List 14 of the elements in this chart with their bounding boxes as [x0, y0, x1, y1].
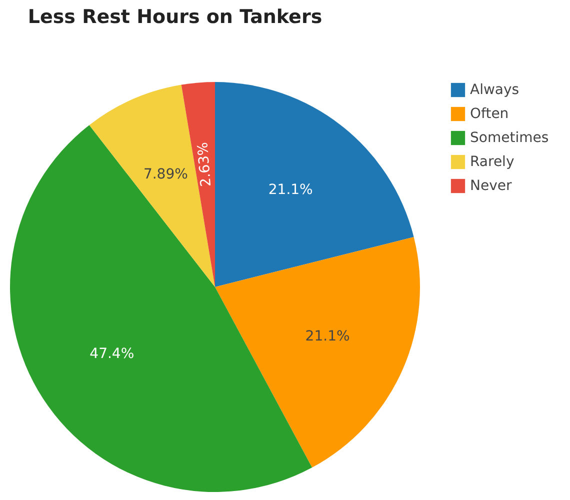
pie-slice [89, 84, 215, 287]
data-label: 2.63% [195, 142, 215, 188]
data-label: 21.1% [268, 182, 313, 198]
pie-slice [215, 236, 420, 468]
legend-label: Never [470, 178, 512, 194]
pie-slice [215, 82, 414, 287]
legend-label: Always [470, 82, 520, 98]
chart-title: Less Rest Hours on Tankers [28, 6, 322, 28]
data-label: 7.89% [143, 166, 188, 182]
legend-label: Rarely [470, 154, 514, 170]
legend-label: Sometimes [470, 130, 549, 146]
data-label: 21.1% [305, 328, 350, 345]
legend-label: Often [470, 106, 509, 122]
data-label: 47.4% [90, 346, 134, 362]
